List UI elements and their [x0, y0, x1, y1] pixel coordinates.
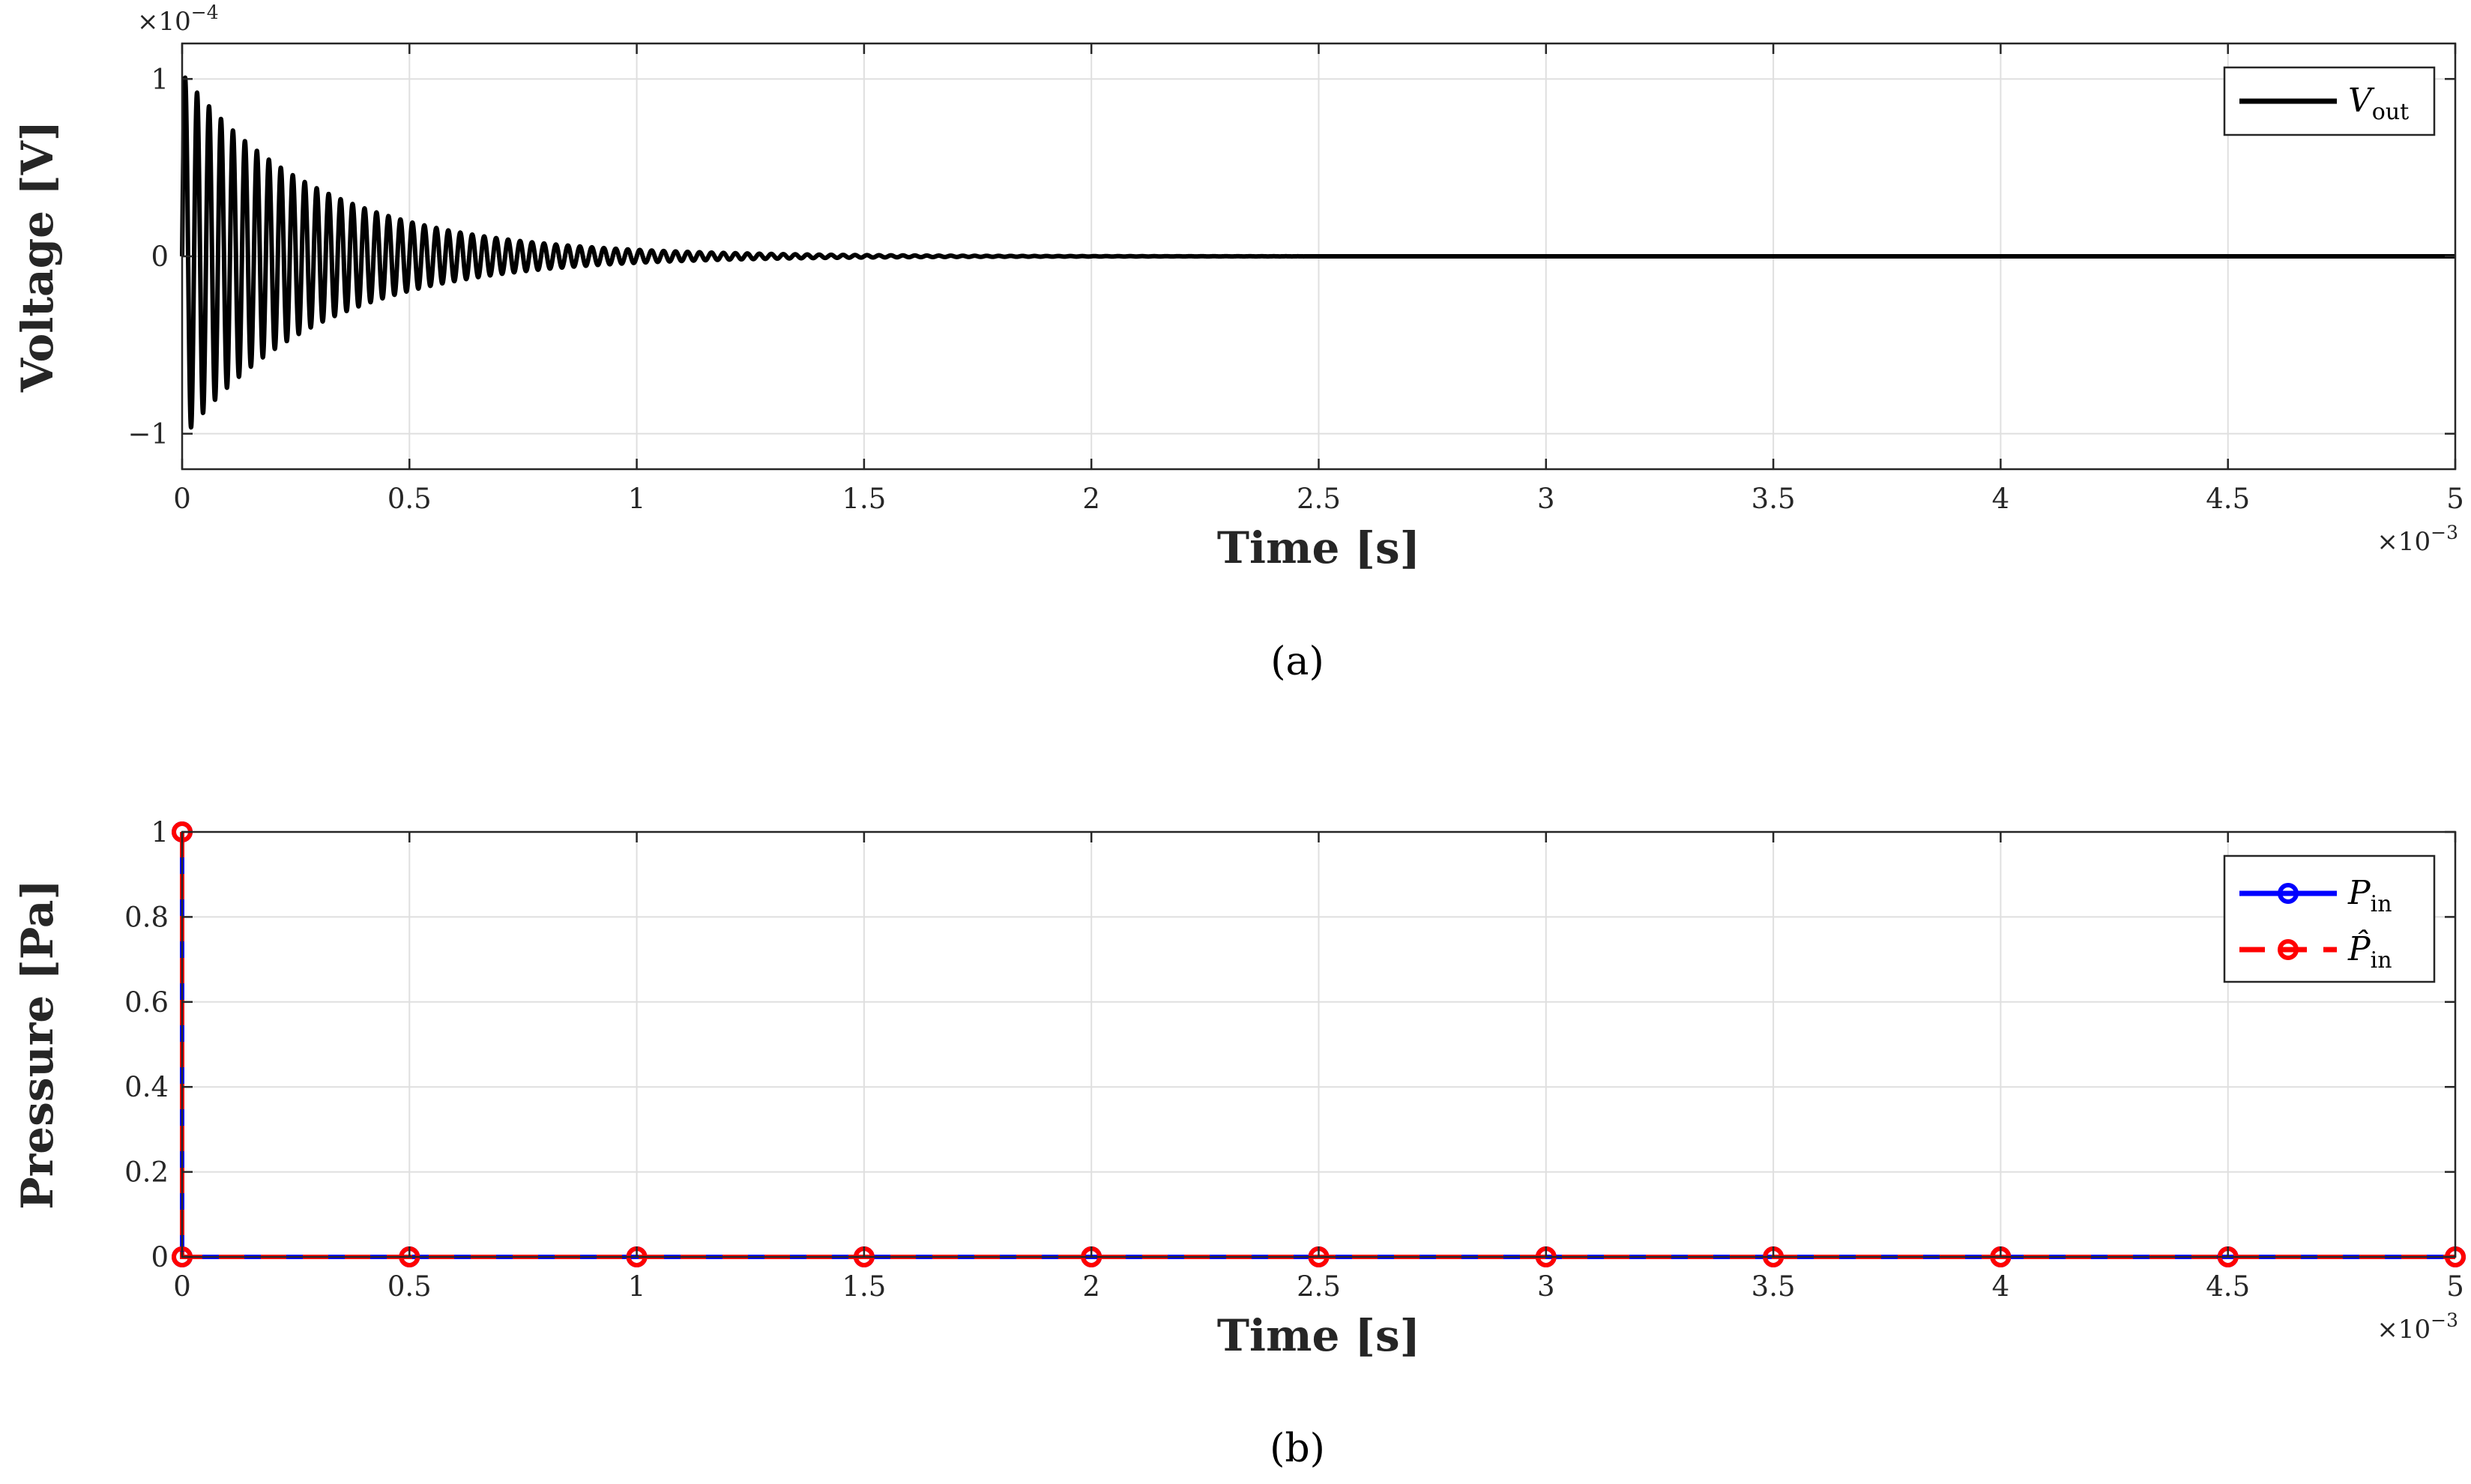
legend-marker-pin	[2278, 883, 2299, 904]
y-tick-label: 0	[151, 1241, 169, 1273]
x-tick-label: 4.5	[2206, 1270, 2250, 1303]
pressure-y-ticks: 0 0.2 0.4 0.6 0.8 1	[124, 816, 2455, 1273]
x-tick-label: 0	[173, 1270, 191, 1303]
legend-marker-pin-hat	[2278, 939, 2299, 960]
legend-entry-pin-hat: P̂in	[2239, 929, 2392, 974]
voltage-y-exponent: ×10−4	[137, 1, 219, 37]
x-tick-label: 0.5	[387, 483, 432, 515]
x-tick-label: 2	[1082, 1270, 1100, 1303]
x-tick-label: 1.5	[842, 483, 886, 515]
x-tick-label: 5	[2446, 483, 2464, 515]
x-tick-label: 3.5	[1752, 483, 1796, 515]
x-tick-label: 2.5	[1297, 1270, 1341, 1303]
caption-a: (a)	[1270, 639, 1324, 684]
y-tick-label: 0.8	[124, 901, 169, 933]
voltage-legend: Vout	[2223, 66, 2436, 136]
legend-entry-vout: Vout	[2239, 82, 2409, 125]
x-tick-label: 3.5	[1752, 1270, 1796, 1303]
voltage-series	[180, 75, 2458, 430]
voltage-x-ticks: 0 0.5 1 1.5 2 2.5 3 3.5 4 4.5 5	[173, 43, 2464, 515]
voltage-x-axis-label: Time [s]	[1217, 522, 1420, 573]
x-tick-label: 0.5	[387, 1270, 432, 1303]
legend-label-vout: Vout	[2348, 82, 2409, 125]
pressure-x-exponent: ×10−3	[2377, 1309, 2458, 1345]
x-tick-label: 2	[1082, 483, 1100, 515]
pressure-x-axis-label: Time [s]	[1217, 1310, 1420, 1361]
x-tick-label: 4	[1992, 1270, 2010, 1303]
voltage-chart: 0 0.5 1 1.5 2 2.5 3 3.5 4 4.5 5 −1 0 1 Time [s] Volt…	[12, 1, 2464, 573]
y-tick-label: 1	[151, 816, 169, 848]
x-tick-label: 5	[2446, 1270, 2464, 1303]
pressure-legend: Pin P̂in	[2223, 854, 2436, 983]
y-tick-label: 1	[151, 63, 169, 95]
legend-label-pin-hat: P̂in	[2347, 929, 2392, 974]
y-tick-label: 0.2	[124, 1156, 169, 1189]
x-tick-label: 1	[628, 1270, 646, 1303]
pressure-grid	[182, 832, 2455, 1257]
y-tick-label: 0.4	[124, 1071, 169, 1103]
voltage-x-exponent: ×10−3	[2377, 522, 2458, 557]
pressure-y-axis-label: Pressure [Pa]	[12, 879, 63, 1210]
voltage-y-axis-label: Voltage [V]	[12, 121, 63, 393]
legend-entry-pin: Pin	[2239, 874, 2392, 917]
x-tick-label: 1	[628, 483, 646, 515]
x-tick-label: 4.5	[2206, 483, 2250, 515]
x-tick-label: 1.5	[842, 1270, 886, 1303]
x-tick-label: 3	[1537, 1270, 1555, 1303]
series-line-vout	[180, 75, 2458, 430]
caption-b: (b)	[1270, 1426, 1325, 1471]
y-tick-label: 0	[151, 241, 169, 273]
x-tick-label: 2.5	[1297, 483, 1341, 515]
y-tick-label: −1	[127, 418, 169, 450]
voltage-y-ticks: −1 0 1	[127, 63, 2455, 450]
pressure-chart: 0 0.5 1 1.5 2 2.5 3 3.5 4 4.5 5 0 0.2 0.4 0.6 0.8 1 Tim…	[12, 816, 2466, 1361]
x-tick-label: 4	[1992, 483, 2010, 515]
x-tick-label: 3	[1537, 483, 1555, 515]
pressure-legend-box	[2223, 854, 2436, 983]
legend-label-pin: Pin	[2347, 874, 2392, 917]
y-tick-label: 0.6	[124, 986, 169, 1019]
pressure-x-ticks: 0 0.5 1 1.5 2 2.5 3 3.5 4 4.5 5	[173, 832, 2464, 1303]
x-tick-label: 0	[173, 483, 191, 515]
